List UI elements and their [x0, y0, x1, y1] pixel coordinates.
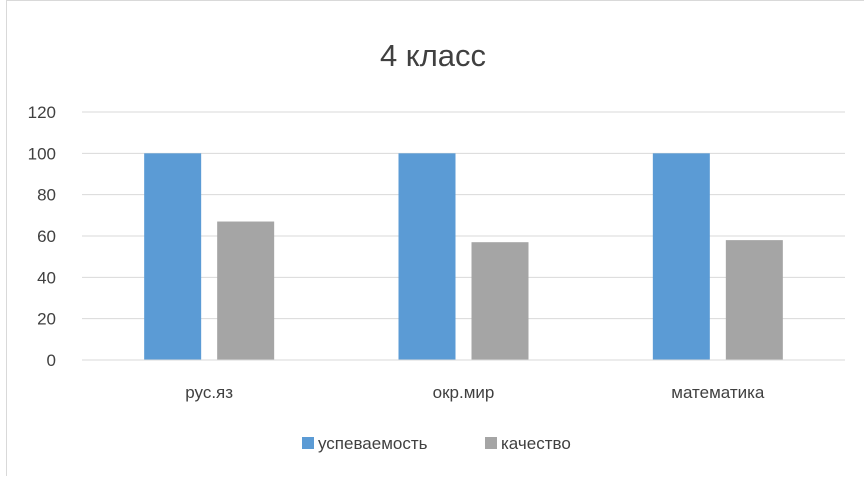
bar-kachestvo-2: [725, 240, 783, 360]
bar-uspevaemost-0: [144, 153, 202, 360]
category-label: математика: [671, 383, 765, 402]
bar-kachestvo-0: [217, 221, 275, 360]
y-tick-label: 120: [28, 103, 56, 122]
legend-swatch: [485, 437, 497, 449]
category-label: рус.яз: [185, 383, 233, 402]
y-axis-tick-labels: 0 20 40 60 80 100 120: [28, 103, 56, 370]
legend-item[interactable]: качество: [485, 434, 571, 453]
y-tick-label: 100: [28, 144, 56, 163]
y-tick-label: 40: [37, 268, 56, 287]
chart-area: [6, 0, 864, 476]
category-labels: рус.яз окр.мир математика: [185, 383, 765, 402]
y-tick-label: 0: [47, 351, 56, 370]
y-tick-label: 60: [37, 227, 56, 246]
legend[interactable]: успеваемость качество: [302, 434, 571, 453]
y-tick-label: 80: [37, 186, 56, 205]
chart-title: 4 класс: [379, 38, 487, 73]
bar-uspevaemost-1: [398, 153, 456, 360]
gridlines: [82, 111, 845, 320]
legend-swatch: [302, 437, 314, 449]
bar-uspevaemost-2: [652, 153, 710, 360]
category-label: окр.мир: [433, 383, 495, 402]
bar-kachestvo-1: [471, 242, 529, 360]
legend-item[interactable]: успеваемость: [302, 434, 428, 453]
legend-label: качество: [501, 434, 571, 453]
legend-label: успеваемость: [318, 434, 428, 453]
y-tick-label: 20: [37, 310, 56, 329]
bars: [144, 153, 783, 360]
